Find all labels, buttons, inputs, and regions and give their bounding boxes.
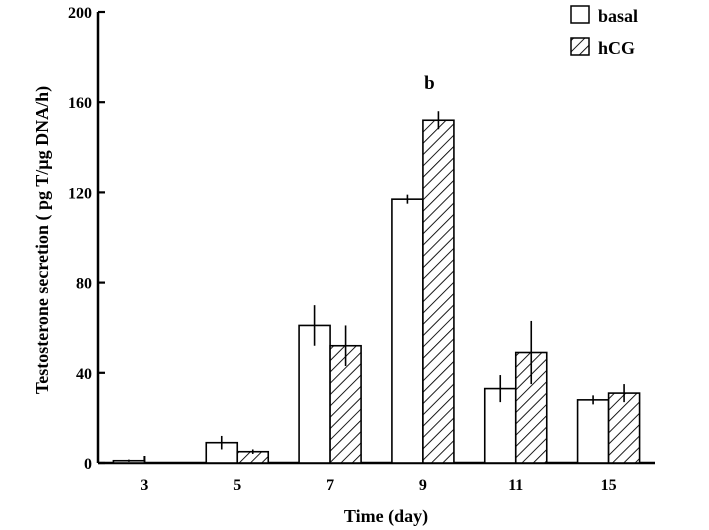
x-tick-label: 7 xyxy=(326,477,334,494)
x-tick-label: 5 xyxy=(233,477,241,494)
x-tick-label: 11 xyxy=(508,477,523,494)
x-tick-label: 9 xyxy=(419,477,427,494)
y-tick-label: 160 xyxy=(68,95,92,112)
bars xyxy=(112,111,641,464)
annotation-label: b xyxy=(424,73,435,94)
x-tick-label: 15 xyxy=(601,477,617,494)
legend-label-basal: basal xyxy=(598,6,638,26)
y-axis-title: Testosterone secretion ( pg T/µg DNA/h) xyxy=(32,86,53,394)
annotations: b xyxy=(424,73,435,94)
bar-basal-day-9 xyxy=(391,198,424,464)
plot-area: 0 40 80 120 160 200 3 5 7 9 11 15 b xyxy=(68,5,655,494)
bar-basal-day-15 xyxy=(576,399,610,464)
x-axis-title: Time (day) xyxy=(344,506,428,527)
legend-label-hcg: hCG xyxy=(598,38,635,58)
y-tick-label: 200 xyxy=(68,5,92,22)
y-tick-label: 80 xyxy=(76,276,92,293)
x-tick-label: 3 xyxy=(140,477,148,494)
legend-swatch-basal xyxy=(570,5,590,24)
bar-basal-day-7 xyxy=(298,324,331,464)
legend: basal hCG xyxy=(570,5,638,58)
bar-hcg-day-15 xyxy=(607,392,641,464)
bar-hcg-day-9 xyxy=(422,119,455,464)
y-tick-label: 0 xyxy=(84,456,92,473)
y-tick-label: 120 xyxy=(68,185,92,202)
y-tick-label: 40 xyxy=(76,366,92,383)
y-ticks: 0 40 80 120 160 200 xyxy=(68,5,105,473)
legend-swatch-hcg xyxy=(570,37,590,56)
